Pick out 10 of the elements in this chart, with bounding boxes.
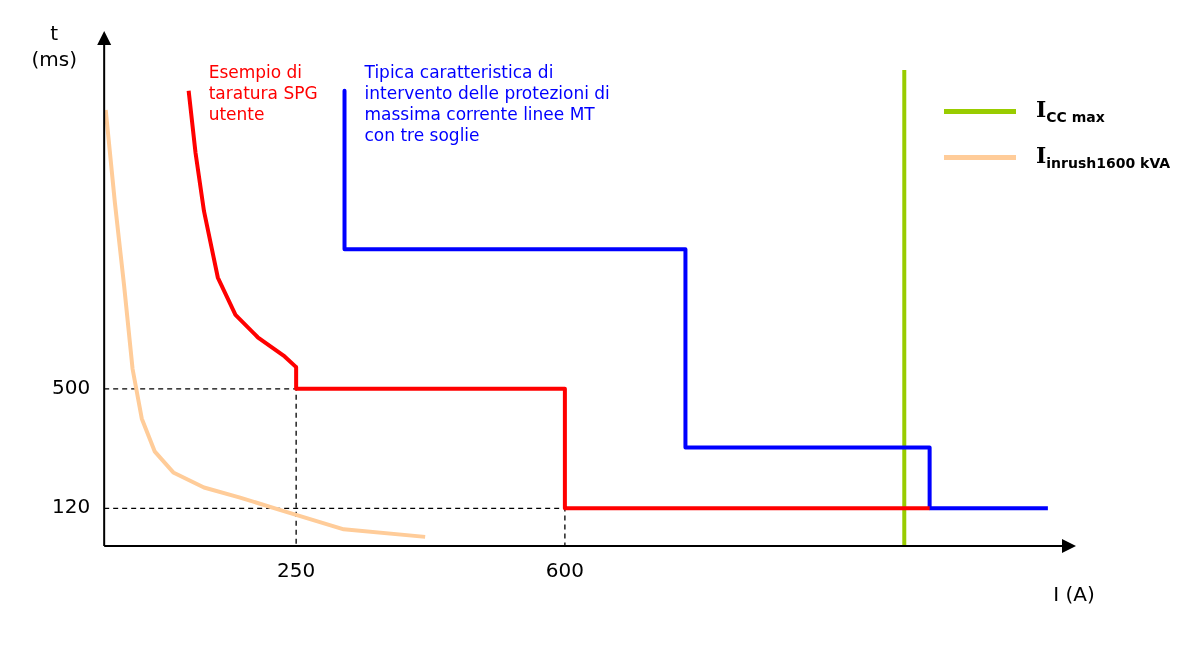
y-tick-label: 500 [51, 375, 91, 400]
legend-label: I$_{inrush1600 kVA}$ [1036, 142, 1171, 172]
annotation: Tipica caratteristica di intervento delle protezioni di massima corrente linee MT con tre soglie [363, 61, 610, 145]
x-tick-label: 600 [545, 558, 584, 583]
x-tick-label: 250 [277, 558, 316, 583]
y-axis-title: t (ms) [31, 21, 77, 72]
y-tick-label: 120 [51, 494, 91, 519]
x-axis-title: I (A) [1053, 582, 1095, 607]
legend-label: I$_{CC max}$ [1036, 96, 1105, 126]
annotation: Esempio di taratura SPG utente [208, 61, 318, 124]
